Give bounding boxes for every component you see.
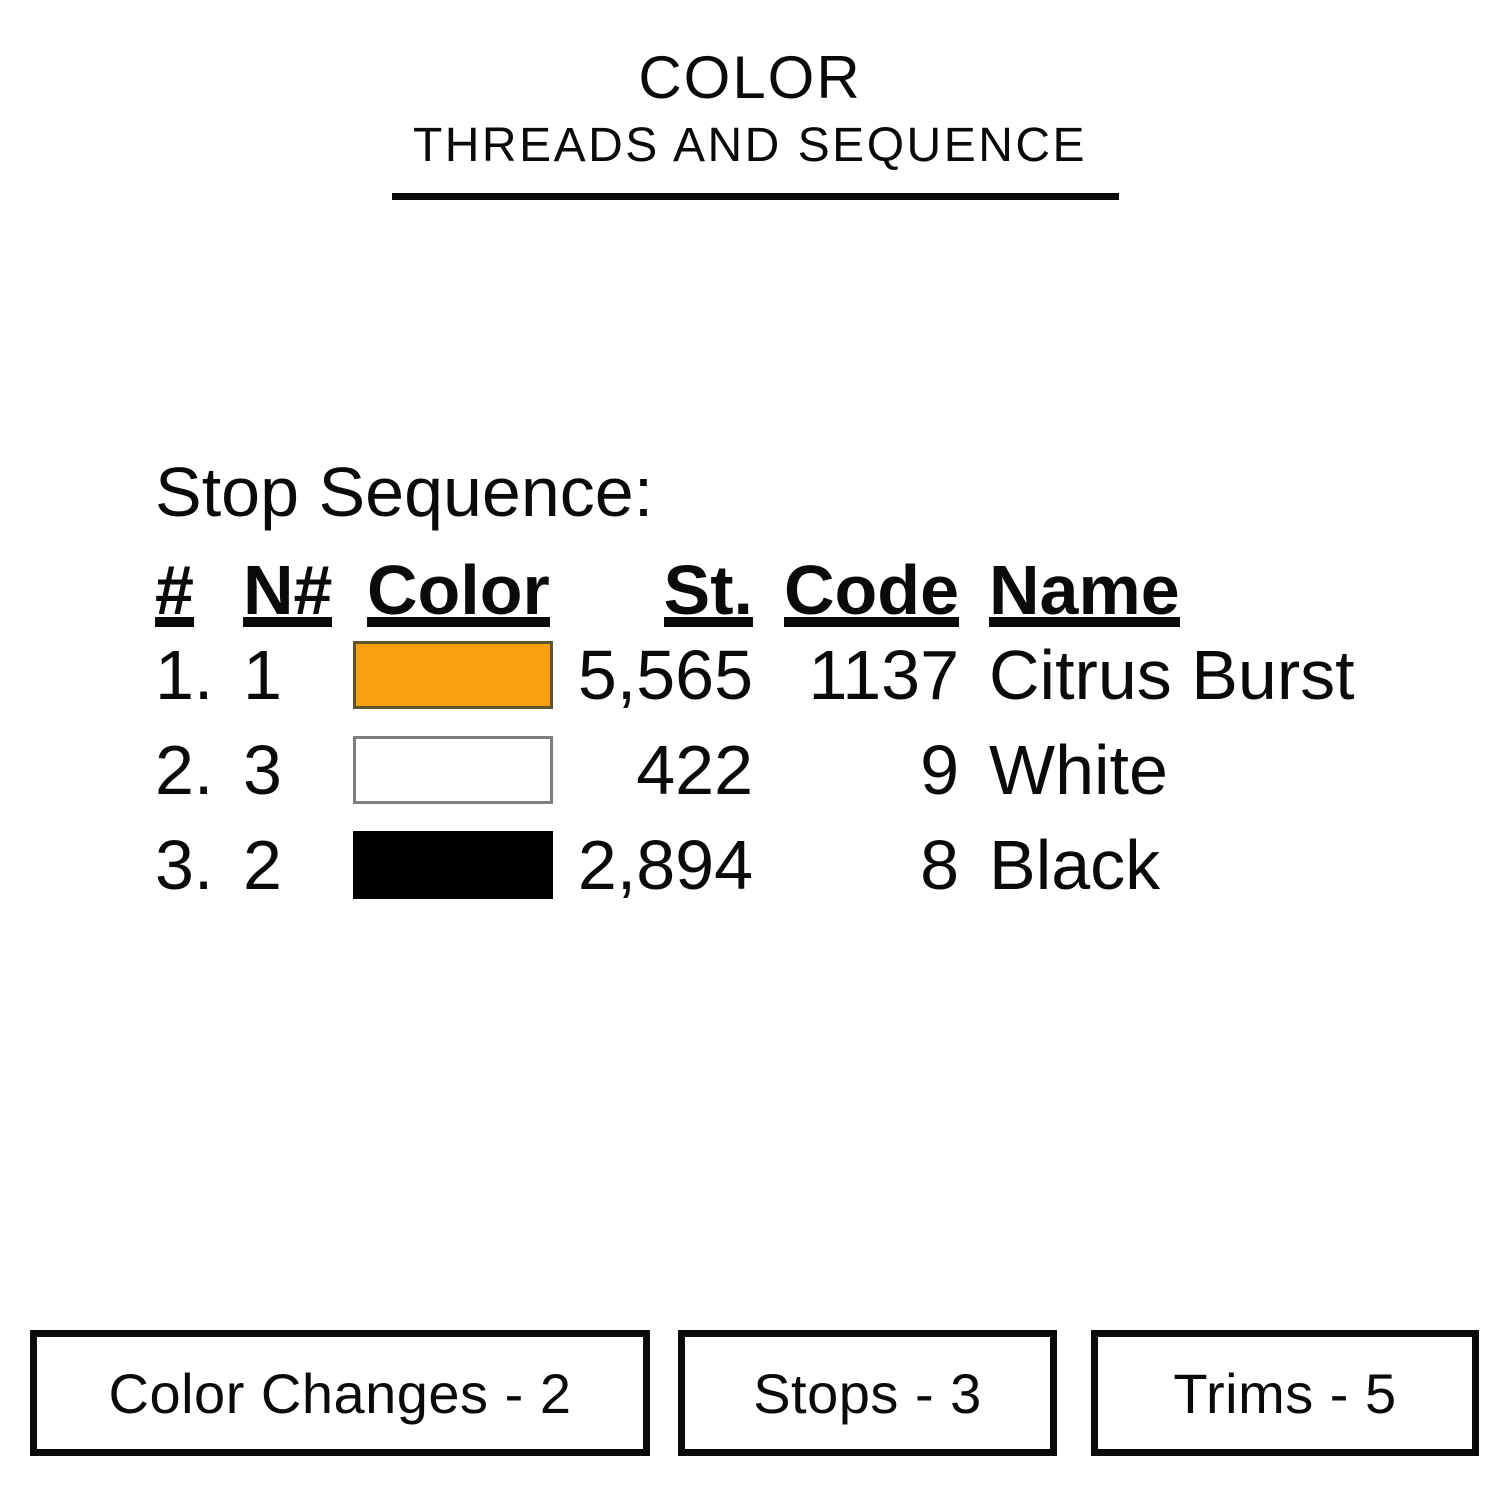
table-row: 2. 3 422 9 White — [155, 722, 1445, 817]
row-stitches: 422 — [636, 730, 753, 809]
page-title: COLOR — [638, 44, 862, 111]
column-header-name: Name — [989, 551, 1180, 629]
row-name: White — [989, 730, 1168, 809]
color-swatch — [353, 640, 553, 709]
row-swatch-cell — [353, 830, 553, 899]
stops-label: Stops - 3 — [753, 1361, 982, 1425]
row-needle: 3 — [243, 730, 282, 809]
title-block: COLOR THREADS AND SEQUENCE — [0, 48, 1500, 170]
table-header-row: # N# Color St. Code Name — [155, 555, 1445, 627]
stop-sequence-table: Stop Sequence: # N# Color St. Code Name … — [155, 457, 1445, 912]
table-row: 1. 1 5,565 1137 Citrus Burst — [155, 627, 1445, 722]
row-order: 1. — [155, 635, 214, 714]
row-name: Black — [989, 825, 1161, 904]
row-needle: 2 — [243, 825, 282, 904]
stops-stat-box: Stops - 3 — [678, 1330, 1057, 1456]
table-row: 3. 2 2,894 8 Black — [155, 817, 1445, 912]
row-swatch-cell — [353, 735, 553, 804]
row-code: 1137 — [808, 635, 959, 714]
column-header-stitches: St. — [663, 551, 753, 629]
color-swatch — [353, 830, 553, 899]
table-caption: Stop Sequence: — [155, 453, 654, 531]
row-order: 2. — [155, 730, 214, 809]
trims-stat-box: Trims - 5 — [1091, 1330, 1479, 1456]
column-header-code: Code — [784, 551, 959, 629]
color-changes-stat-box: Color Changes - 2 — [30, 1330, 650, 1456]
column-header-color: Color — [367, 551, 550, 629]
row-code: 8 — [920, 825, 959, 904]
color-swatch — [353, 735, 553, 804]
color-changes-label: Color Changes - 2 — [108, 1361, 572, 1425]
row-order: 3. — [155, 825, 214, 904]
page-subtitle: THREADS AND SEQUENCE — [412, 119, 1088, 172]
row-swatch-cell — [353, 640, 553, 709]
trims-label: Trims - 5 — [1173, 1361, 1397, 1425]
row-stitches: 2,894 — [577, 825, 753, 904]
row-stitches: 5,565 — [577, 635, 753, 714]
column-header-needle: N# — [243, 551, 333, 629]
row-needle: 1 — [243, 635, 282, 714]
row-code: 9 — [920, 730, 959, 809]
title-underline — [392, 193, 1119, 200]
column-header-order: # — [155, 551, 194, 629]
row-name: Citrus Burst — [989, 635, 1355, 714]
